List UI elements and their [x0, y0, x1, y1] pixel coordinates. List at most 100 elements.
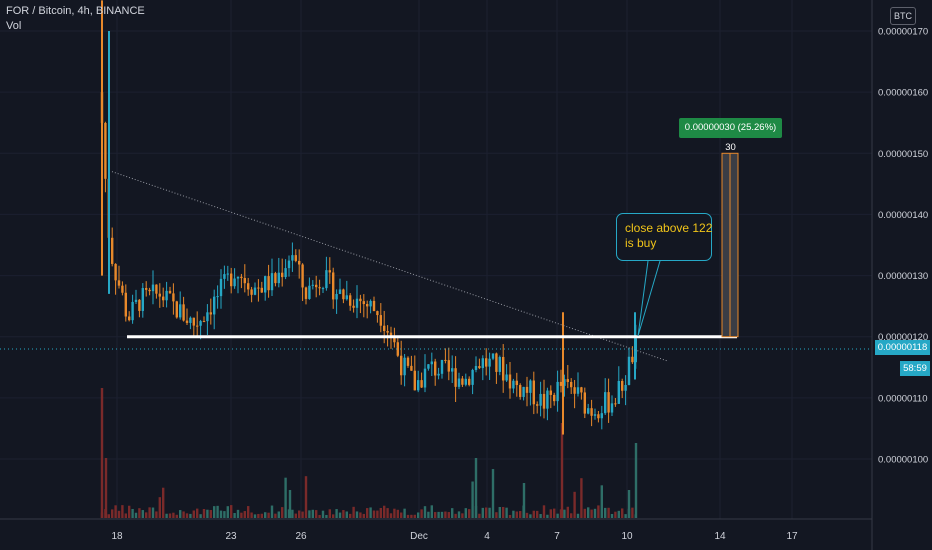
volume-bar — [403, 508, 406, 518]
volume-bar — [138, 508, 141, 518]
volume-bar — [627, 490, 631, 518]
volume-bar — [624, 514, 627, 518]
candle-body — [379, 315, 382, 326]
candle-body — [219, 278, 223, 297]
candle-body — [512, 380, 515, 389]
volume-bar — [400, 512, 403, 518]
candle-body — [270, 273, 274, 291]
volume-bar — [345, 511, 348, 518]
candle-body — [624, 384, 627, 391]
volume-bar — [423, 506, 427, 518]
volume-bar — [580, 478, 583, 518]
measure-tool[interactable] — [721, 152, 739, 338]
volume-bar — [379, 507, 382, 518]
candle-body — [505, 374, 508, 381]
candle-body — [488, 358, 491, 367]
symbol-title[interactable]: FOR / Bitcoin, 4h, BINANCE — [6, 5, 145, 17]
candle-body — [243, 278, 246, 284]
volume-bar — [389, 513, 393, 518]
volume-bar — [590, 509, 593, 518]
volume-bar — [583, 508, 586, 518]
candle-body — [457, 378, 461, 387]
volume-bar — [508, 514, 512, 518]
volume-bar — [257, 513, 260, 518]
time-axis[interactable]: 18 23 26 Dec 4 7 10 14 17 — [111, 531, 798, 542]
volume-bar — [519, 511, 522, 518]
candle-body — [260, 287, 263, 293]
volume-bar — [502, 506, 505, 518]
currency-badge[interactable]: BTC — [890, 7, 916, 25]
volume-bar — [560, 423, 564, 518]
candle-body — [573, 387, 576, 394]
callout-note[interactable]: close above 122 is buy — [616, 213, 712, 261]
volume-bar — [298, 510, 301, 518]
candle-body — [155, 284, 158, 294]
candle-body — [546, 390, 549, 409]
candle-body — [556, 381, 559, 402]
volume-bar — [410, 514, 413, 518]
volume-bar — [539, 514, 542, 518]
candle-body — [287, 260, 291, 269]
candle-body — [253, 287, 257, 295]
volume-bar — [396, 509, 399, 518]
volume-bar — [573, 491, 576, 518]
candle-body — [311, 284, 314, 286]
candle-body — [196, 325, 199, 327]
volume-bar — [563, 509, 566, 518]
callout-line-1: close above 122 — [625, 221, 713, 235]
volume-bar — [291, 509, 294, 518]
candle-body — [604, 392, 607, 414]
candle-body — [597, 414, 600, 419]
volume-bar — [355, 511, 359, 518]
volume-bar — [335, 509, 338, 518]
candle-body — [430, 361, 433, 365]
candle-body — [437, 373, 440, 376]
candle-body — [124, 292, 127, 317]
volume-bar — [288, 490, 292, 518]
volume-bar — [512, 510, 515, 518]
candle-body — [257, 287, 260, 289]
candle-body — [179, 304, 182, 318]
candle-body — [525, 386, 529, 393]
price-axis[interactable]: 0.00000100 0.00000110 0.00000120 0.00000130… — [878, 27, 928, 466]
volume-bar — [481, 507, 484, 518]
candle-body — [233, 278, 236, 287]
x-tick-label: 4 — [484, 531, 490, 542]
y-tick-label: 0.00000100 — [878, 455, 928, 466]
volume-bar — [202, 508, 206, 518]
candle-body — [236, 276, 240, 279]
candle-body — [376, 311, 379, 316]
chart-legend: FOR / Bitcoin, 4h, BINANCE Vol — [6, 4, 145, 34]
volume-bar — [213, 506, 216, 518]
candle-body — [274, 273, 277, 284]
candle-body — [209, 312, 212, 315]
candle-body — [359, 298, 362, 302]
volume-bar — [488, 507, 491, 518]
candle-body — [104, 122, 107, 179]
measure-label[interactable]: 0.00000030 (25.26%) 30 — [679, 118, 782, 153]
volume-bar — [236, 509, 240, 518]
volume-bar — [192, 510, 195, 518]
volume-bar — [485, 507, 488, 518]
candle-body — [284, 268, 287, 278]
candle-body — [362, 301, 365, 305]
candle-body — [114, 263, 117, 281]
y-tick-label: 0.00000160 — [878, 88, 928, 99]
volume-bar — [311, 509, 314, 518]
volume-bar — [471, 481, 474, 518]
volume-bar — [525, 512, 529, 518]
volume-bar — [505, 507, 508, 518]
candle-body — [566, 379, 569, 382]
volume-bar — [634, 443, 638, 518]
candle-body — [162, 296, 165, 301]
candle-body — [277, 272, 280, 284]
volume-bar — [454, 513, 457, 518]
candle-body — [610, 403, 614, 413]
volume-bar — [570, 513, 573, 518]
volume-bar — [362, 513, 365, 518]
candle-body — [423, 368, 427, 388]
candle-body — [366, 304, 369, 307]
volume-label[interactable]: Vol — [6, 20, 22, 32]
trendline[interactable] — [111, 171, 669, 362]
